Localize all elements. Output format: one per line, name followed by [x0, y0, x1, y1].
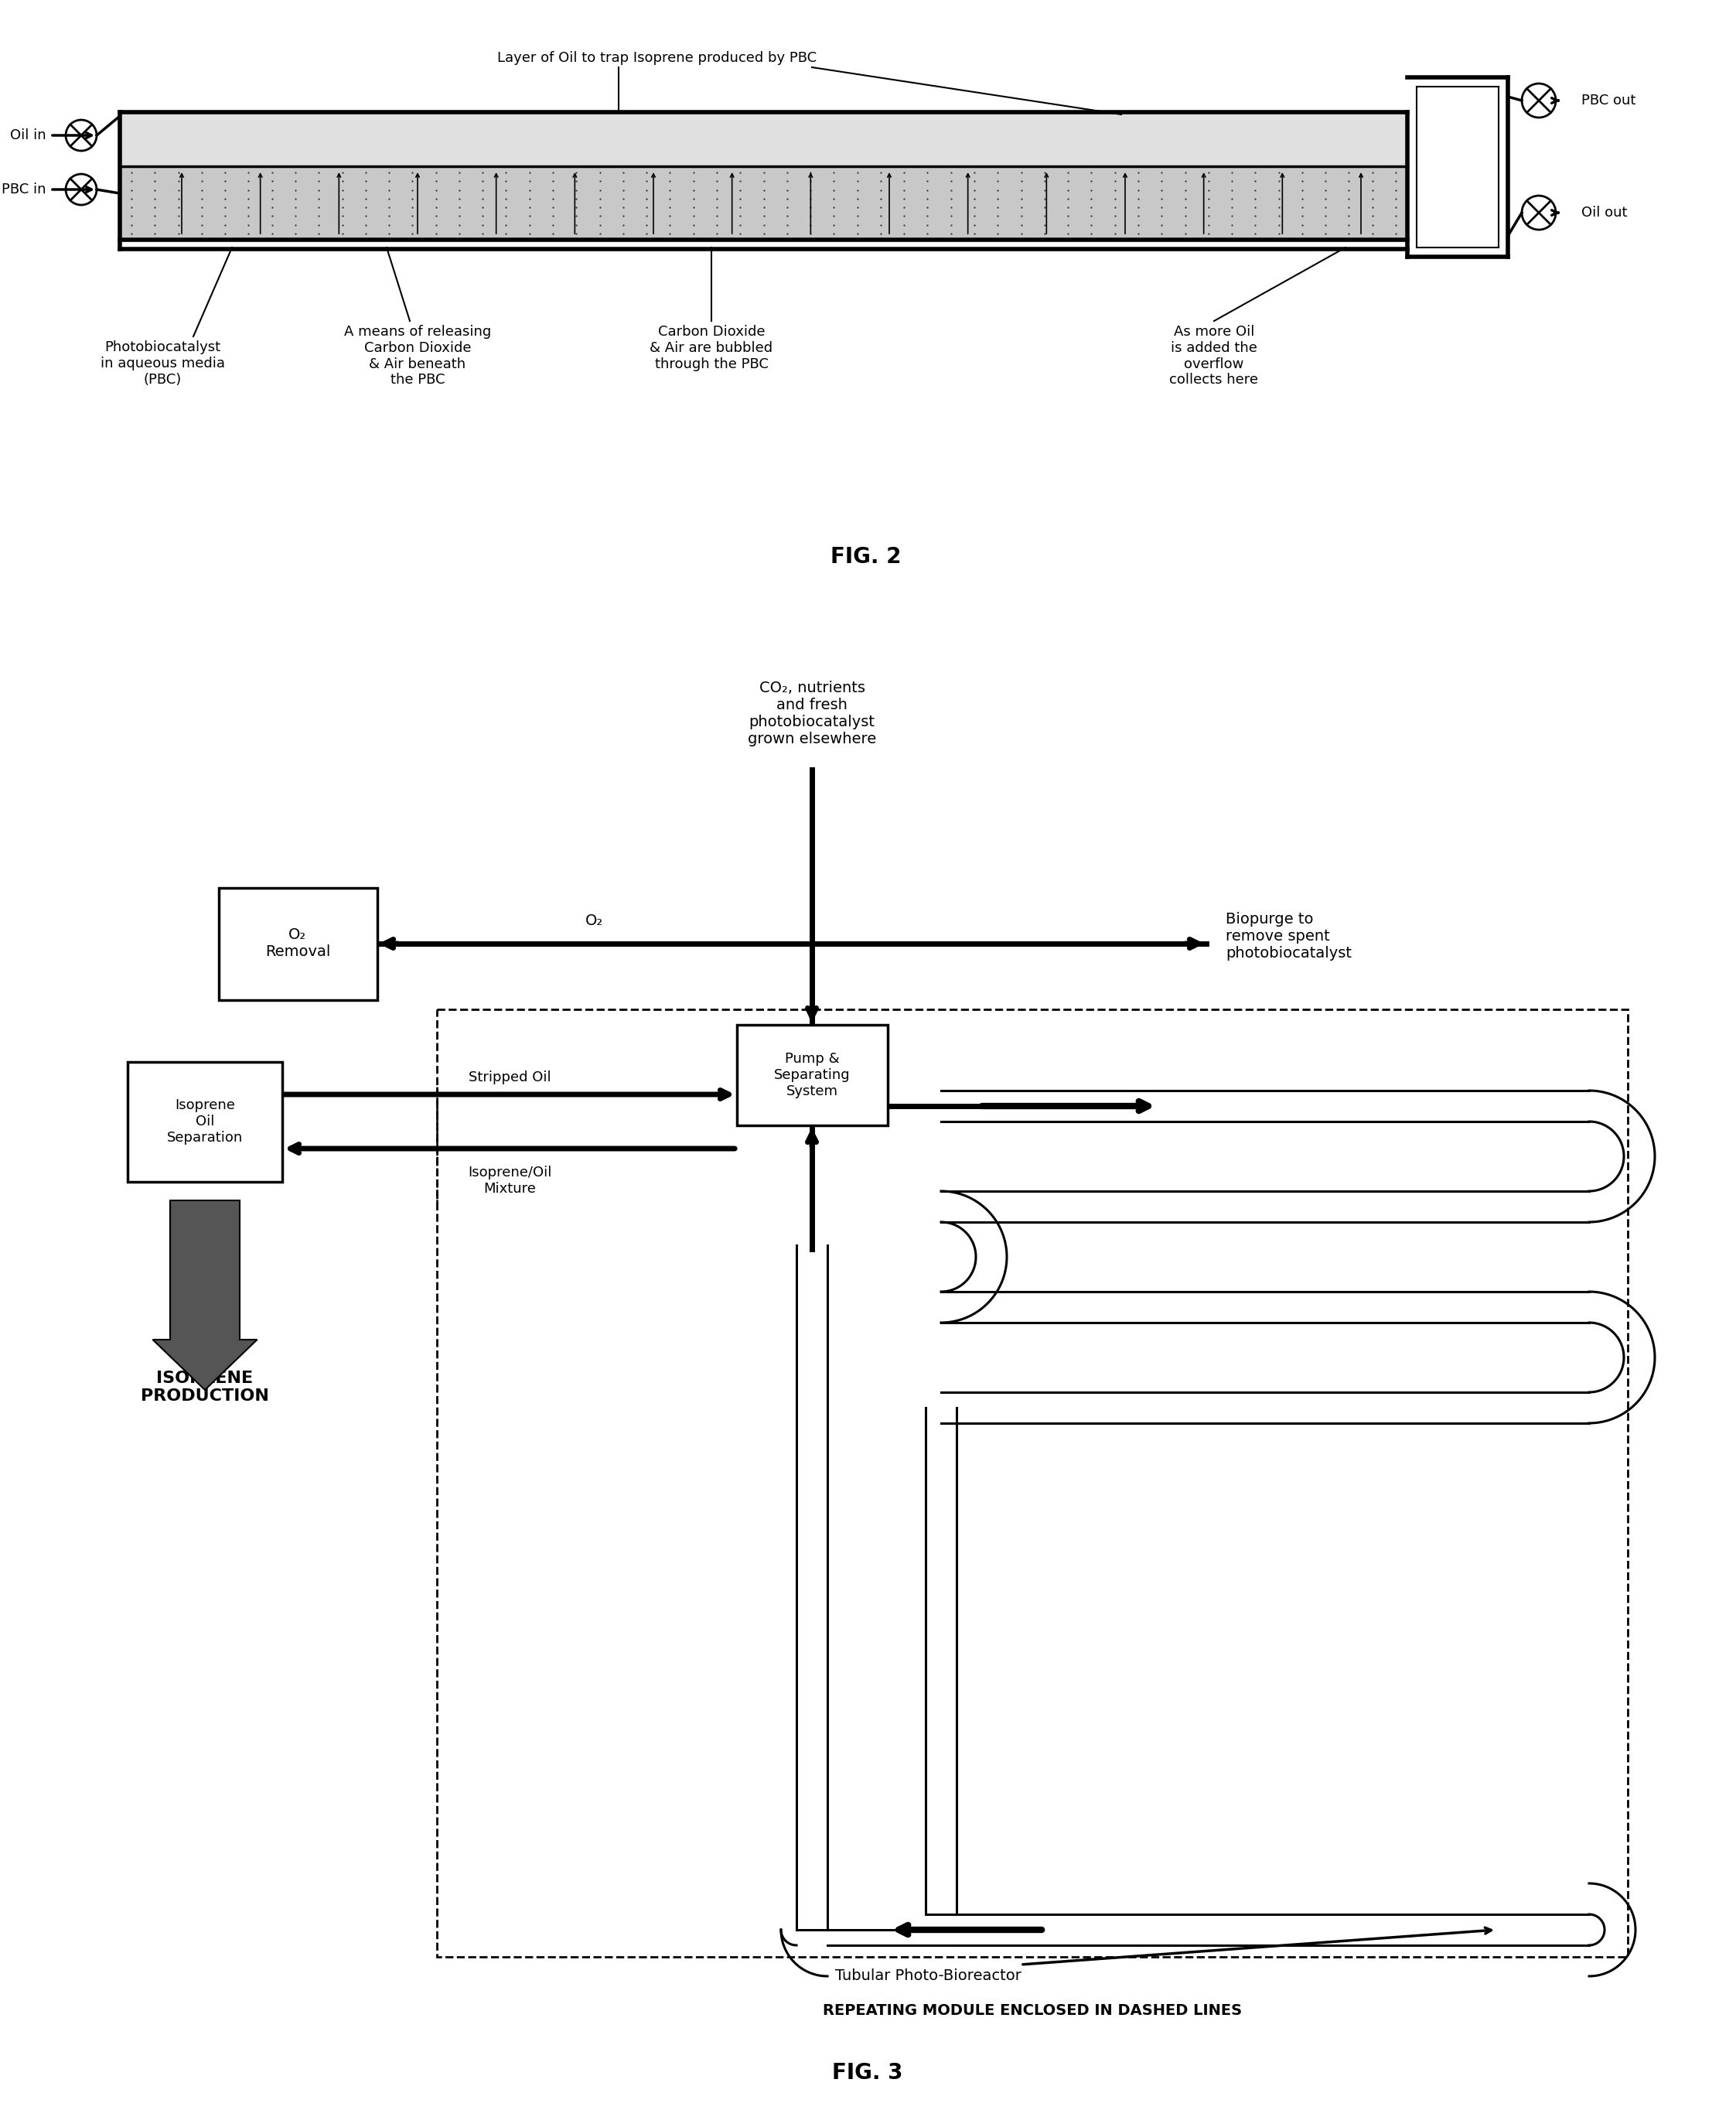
- Text: PBC in: PBC in: [2, 184, 47, 196]
- Bar: [437, 1009, 1628, 1956]
- Text: O₂
Removal: O₂ Removal: [266, 928, 330, 960]
- Text: PBC out: PBC out: [1581, 93, 1635, 108]
- Bar: [120, 112, 1408, 167]
- Text: Stripped Oil: Stripped Oil: [469, 1070, 550, 1085]
- Text: O₂: O₂: [585, 914, 602, 928]
- Text: Biopurge to
remove spent
photobiocatalyst: Biopurge to remove spent photobiocatalys…: [1226, 912, 1352, 960]
- Text: As more Oil
is added the
overflow
collects here: As more Oil is added the overflow collec…: [1170, 325, 1259, 386]
- Bar: [219, 888, 377, 1000]
- Text: A means of releasing
Carbon Dioxide
& Air beneath
the PBC: A means of releasing Carbon Dioxide & Ai…: [344, 325, 491, 386]
- Text: Photobiocatalyst
in aqueous media
(PBC): Photobiocatalyst in aqueous media (PBC): [101, 340, 224, 386]
- Bar: [120, 167, 1408, 241]
- Text: CO₂, nutrients
and fresh
photobiocatalyst
grown elsewhere: CO₂, nutrients and fresh photobiocatalys…: [748, 682, 877, 747]
- Text: ISOPRENE
PRODUCTION: ISOPRENE PRODUCTION: [141, 1372, 269, 1403]
- Text: Carbon Dioxide
& Air are bubbled
through the PBC: Carbon Dioxide & Air are bubbled through…: [649, 325, 773, 371]
- Text: Oil in: Oil in: [10, 129, 47, 141]
- Text: REPEATING MODULE ENCLOSED IN DASHED LINES: REPEATING MODULE ENCLOSED IN DASHED LINE…: [823, 2002, 1241, 2017]
- Text: Pump &
Separating
System: Pump & Separating System: [774, 1053, 851, 1097]
- Text: FIG. 3: FIG. 3: [832, 2061, 903, 2085]
- FancyArrow shape: [153, 1201, 257, 1390]
- Text: FIG. 2: FIG. 2: [832, 546, 901, 568]
- Bar: [127, 1061, 283, 1182]
- Text: Tubular Photo-Bioreactor: Tubular Photo-Bioreactor: [835, 1969, 1021, 1983]
- Bar: [736, 1025, 887, 1125]
- Text: Layer of Oil to trap Isoprene produced by PBC: Layer of Oil to trap Isoprene produced b…: [498, 51, 818, 65]
- Text: Isoprene
Oil
Separation: Isoprene Oil Separation: [167, 1099, 243, 1144]
- Text: Oil out: Oil out: [1581, 207, 1627, 219]
- Text: Isoprene/Oil
Mixture: Isoprene/Oil Mixture: [467, 1165, 552, 1196]
